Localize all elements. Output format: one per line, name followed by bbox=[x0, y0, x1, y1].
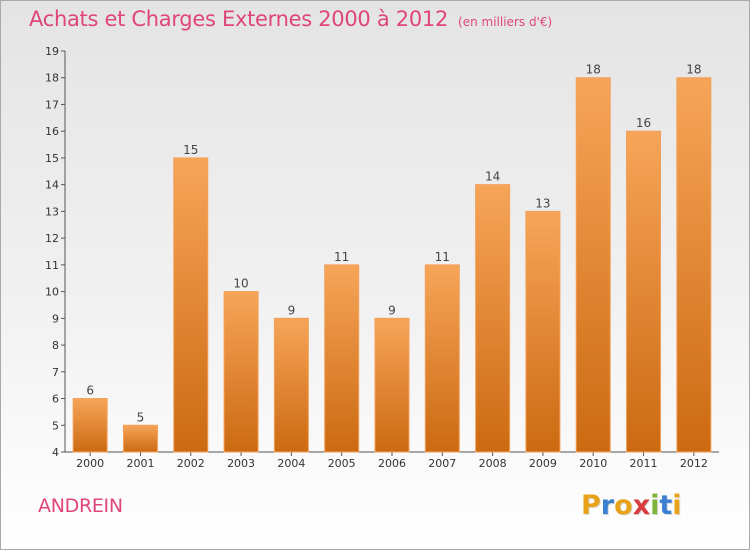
place-name: ANDREIN bbox=[38, 495, 123, 517]
bar-2001 bbox=[122, 424, 158, 453]
bar-2004 bbox=[273, 317, 309, 453]
x-tick-label: 2000 bbox=[76, 457, 104, 470]
axes: 4 5 6 7 8 9 10 11 12 13 14 15 16 17 18 19 2000 2001 2002 20… bbox=[45, 45, 719, 470]
y-tick-label: 16 bbox=[45, 125, 59, 138]
y-tick-label: 14 bbox=[45, 179, 59, 192]
y-tick-label: 17 bbox=[45, 98, 59, 111]
x-tick-label: 2005 bbox=[328, 457, 356, 470]
data-label: 15 bbox=[183, 143, 198, 157]
y-tick-label: 13 bbox=[45, 205, 59, 218]
y-tick-label: 10 bbox=[45, 286, 59, 299]
x-tick-label: 2010 bbox=[579, 457, 607, 470]
data-label: 18 bbox=[586, 63, 601, 77]
y-tick-label: 19 bbox=[45, 45, 59, 58]
bar-2011 bbox=[626, 130, 662, 453]
logo-letter: x bbox=[632, 490, 651, 521]
y-tick-label: 6 bbox=[52, 393, 59, 406]
x-tick-label: 2008 bbox=[479, 457, 507, 470]
y-tick-label: 7 bbox=[52, 366, 59, 379]
chart-title-text: Achats et Charges Externes 2000 à 2012 bbox=[29, 7, 449, 31]
data-label: 13 bbox=[535, 196, 550, 210]
x-tick-label: 2011 bbox=[630, 457, 658, 470]
bar-2008 bbox=[475, 184, 511, 453]
x-tick-label: 2007 bbox=[428, 457, 456, 470]
y-tick-label: 11 bbox=[45, 259, 59, 272]
chart-title: Achats et Charges Externes 2000 à 2012 (e… bbox=[29, 7, 552, 31]
data-label: 14 bbox=[485, 170, 500, 184]
x-tick-label: 2006 bbox=[378, 457, 406, 470]
logo-letter: i bbox=[672, 490, 682, 521]
x-tick-label: 2012 bbox=[680, 457, 708, 470]
bar-2000 bbox=[72, 398, 108, 453]
y-tick-label: 9 bbox=[52, 312, 59, 325]
x-tick-label: 2003 bbox=[227, 457, 255, 470]
data-label: 9 bbox=[388, 303, 396, 317]
bar-2009 bbox=[525, 210, 561, 453]
data-label: 5 bbox=[137, 410, 145, 424]
y-tick-label: 18 bbox=[45, 72, 59, 85]
data-label: 16 bbox=[636, 116, 651, 130]
data-labels: 6 5 15 10 9 11 9 11 14 13 18 16 18 bbox=[86, 63, 701, 425]
x-tick-label: 2009 bbox=[529, 457, 557, 470]
logo-letter: t bbox=[659, 490, 673, 521]
data-label: 18 bbox=[686, 63, 701, 77]
y-tick-label: 15 bbox=[45, 152, 59, 165]
logo-letter: o bbox=[614, 490, 633, 521]
proxiti-logo: Proxiti bbox=[581, 490, 682, 521]
bar-2012 bbox=[676, 77, 712, 453]
y-tick-label: 5 bbox=[52, 419, 59, 432]
chart-subtitle: (en milliers d'€) bbox=[458, 15, 553, 29]
x-tick-label: 2004 bbox=[277, 457, 305, 470]
bar-2006 bbox=[374, 317, 410, 453]
y-tick-label: 12 bbox=[45, 232, 59, 245]
y-tick-label: 4 bbox=[52, 446, 59, 459]
bar-2007 bbox=[424, 264, 460, 453]
bar-2003 bbox=[223, 291, 259, 453]
logo-letter: P bbox=[581, 490, 601, 521]
data-label: 11 bbox=[435, 250, 450, 264]
x-tick-label: 2001 bbox=[126, 457, 154, 470]
y-tick-label: 8 bbox=[52, 339, 59, 352]
bar-2002 bbox=[173, 157, 209, 453]
x-tick-label: 2002 bbox=[177, 457, 205, 470]
data-label: 10 bbox=[233, 277, 248, 291]
logo-letter: r bbox=[600, 490, 615, 521]
bars bbox=[72, 77, 712, 453]
data-label: 11 bbox=[334, 250, 349, 264]
data-label: 6 bbox=[86, 384, 94, 398]
logo-letter: i bbox=[650, 490, 660, 521]
bar-2005 bbox=[324, 264, 360, 453]
bar-2010 bbox=[575, 77, 611, 453]
data-label: 9 bbox=[288, 303, 296, 317]
